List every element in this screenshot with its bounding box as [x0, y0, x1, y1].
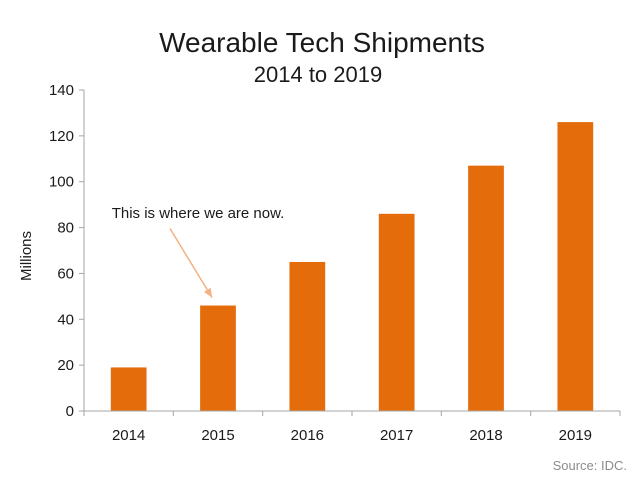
- bar-2017: [378, 213, 415, 411]
- annotation-arrow: [169, 228, 213, 298]
- y-axis-label: Millions: [18, 231, 35, 281]
- bar-2018: [468, 165, 504, 411]
- y-tick-label: 120: [49, 128, 74, 145]
- bar-2015: [200, 305, 236, 411]
- chart-title: Wearable Tech Shipments: [159, 27, 485, 58]
- bar-2016: [289, 261, 326, 411]
- bar-2019: [557, 122, 594, 411]
- x-tick-label: 2019: [559, 427, 592, 444]
- x-tick-label: 2015: [201, 427, 234, 444]
- y-tick-label: 60: [57, 265, 74, 282]
- x-tick-label: 2014: [112, 427, 145, 444]
- y-tick-label: 140: [49, 82, 74, 99]
- annotation-text: This is where we are now.: [112, 205, 285, 222]
- x-tick-label: 2016: [291, 427, 324, 444]
- bars: [110, 122, 594, 411]
- bar-2014: [110, 367, 147, 411]
- x-axis: 2014 2015 2016 2017 2018 2019: [83, 410, 621, 444]
- y-tick-label: 40: [57, 311, 74, 328]
- y-tick-label: 100: [49, 174, 74, 191]
- source-note: Source: IDC.: [553, 458, 627, 473]
- chart-subtitle: 2014 to 2019: [254, 62, 382, 87]
- y-tick-label: 20: [57, 357, 74, 374]
- y-tick-label: 80: [57, 220, 74, 237]
- x-tick-label: 2017: [380, 427, 413, 444]
- y-axis: 0 20 40 60 80 100 120 140: [49, 82, 85, 420]
- y-tick-label: 0: [66, 403, 74, 420]
- x-tick-label: 2018: [469, 427, 502, 444]
- annotation-arrow-head: [203, 287, 212, 298]
